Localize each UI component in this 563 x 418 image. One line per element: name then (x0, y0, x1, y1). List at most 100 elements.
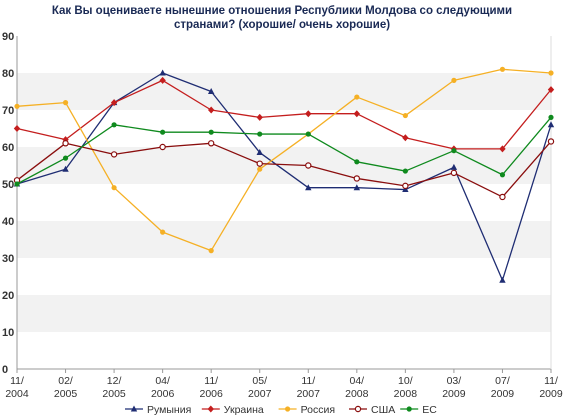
y-tick-label: 60 (2, 142, 14, 154)
data-point (402, 168, 408, 174)
series-line (16, 141, 552, 198)
x-tick-label: 2007 (248, 388, 272, 400)
data-point (450, 169, 458, 177)
x-tick-label: 2009 (539, 388, 563, 400)
grid-band-0 (17, 332, 551, 369)
legend-label: Россия (301, 404, 335, 416)
data-point (499, 66, 506, 72)
data-point (305, 131, 311, 137)
data-point (451, 148, 457, 154)
x-tick-label: 2006 (200, 388, 224, 400)
y-tick-label: 40 (2, 216, 14, 228)
data-point (14, 103, 20, 109)
data-point (62, 155, 69, 161)
data-point (208, 129, 214, 135)
x-tick-label: 04/ (350, 375, 365, 387)
y-axis-ticks: 0 10 20 30 40 50 60 70 80 90 (2, 31, 14, 376)
data-point (547, 138, 555, 145)
x-tick-label: 04/ (155, 375, 170, 387)
data-point (207, 106, 215, 114)
data-point (305, 184, 312, 191)
data-point (62, 140, 69, 147)
legend-label: ЕС (422, 404, 437, 416)
data-point (499, 145, 506, 153)
data-point (256, 149, 263, 156)
data-point (547, 86, 555, 94)
y-tick-label: 30 (2, 253, 14, 265)
data-point (402, 134, 409, 142)
x-tick-label: 2009 (442, 388, 466, 400)
x-tick-label: 10/ (398, 375, 413, 387)
data-point (110, 151, 118, 158)
data-point (207, 140, 215, 147)
grid-band-80 (17, 36, 551, 73)
x-tick-label: 2005 (102, 388, 126, 400)
data-point (256, 160, 263, 167)
x-tick-label: 2004 (5, 388, 29, 400)
y-tick-label: 50 (2, 179, 14, 191)
data-point (547, 121, 555, 128)
data-point (353, 110, 361, 118)
legend-item: Румыния (125, 404, 191, 416)
legend-marker (354, 405, 362, 413)
data-point (62, 165, 69, 172)
data-point (207, 88, 215, 94)
y-tick-label: 90 (2, 31, 14, 43)
chart-title-line-2: странами? (хорошие/ очень хорошие) (174, 19, 390, 31)
data-point (499, 276, 506, 283)
data-point (451, 77, 457, 83)
x-tick-label: 03/ (447, 375, 462, 387)
legend-marker (130, 405, 138, 412)
series-line (16, 116, 552, 185)
grid-band-20 (17, 258, 551, 295)
x-tick-label: 2005 (54, 388, 78, 400)
legend-marker (406, 406, 412, 412)
data-point (499, 193, 506, 201)
data-point (305, 162, 312, 169)
x-tick-label: 2008 (345, 388, 369, 400)
chart-title-line-1: Как Вы оцениваете нынешние отношения Рес… (52, 5, 512, 17)
legend-item: ЕС (400, 404, 437, 416)
x-tick-label: 11/ (544, 375, 558, 387)
data-point (110, 99, 118, 107)
series-group (13, 66, 555, 283)
x-tick-label: 2006 (151, 388, 175, 400)
x-tick-label: 11/ (204, 375, 218, 387)
x-tick-label: 02/ (58, 375, 73, 387)
x-tick-label: 2007 (297, 388, 321, 400)
data-point (160, 229, 166, 235)
y-tick-label: 10 (2, 327, 14, 339)
data-point (62, 100, 69, 106)
data-point (257, 166, 263, 172)
legend-label: США (371, 404, 395, 416)
series-5 (14, 114, 554, 187)
y-tick-label: 20 (2, 290, 14, 302)
series-line (16, 79, 552, 150)
grid-band-40 (17, 184, 551, 221)
y-tick-label: 80 (2, 68, 14, 80)
legend-label: Румыния (147, 404, 191, 416)
data-point (548, 114, 554, 120)
legend-item: Украина (201, 404, 264, 416)
data-point (256, 113, 263, 121)
grid-band-30 (17, 221, 551, 258)
grid-band-10 (17, 295, 551, 332)
x-tick-label: 07/ (495, 375, 510, 387)
x-tick-label: 11/ (301, 375, 315, 387)
grid-bands (17, 36, 551, 369)
y-tick-label: 70 (2, 105, 14, 117)
legend-marker (207, 405, 214, 413)
data-point (353, 175, 361, 182)
data-point (402, 112, 408, 119)
data-point (353, 184, 361, 191)
x-tick-label: 11/ (10, 375, 24, 387)
series-4 (13, 138, 555, 201)
data-point (402, 182, 409, 190)
x-axis-ticks: 11/200402/200512/200504/200611/200605/20… (5, 369, 563, 400)
legend-item: США (349, 404, 395, 416)
data-point (354, 94, 360, 100)
y-tick-label: 0 (2, 364, 8, 376)
x-tick-label: 12/ (107, 375, 122, 387)
